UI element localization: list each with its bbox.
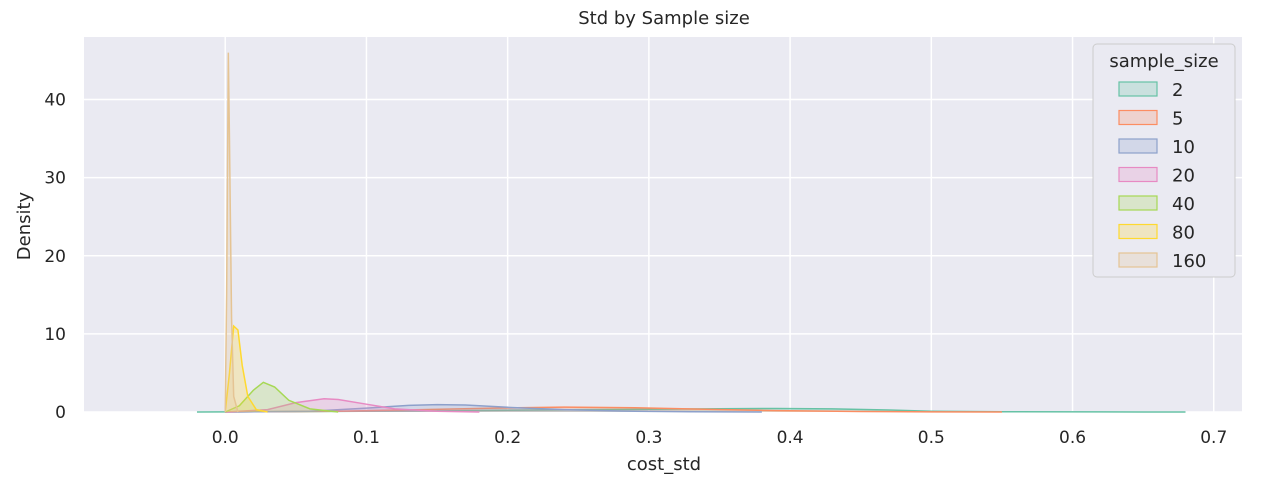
legend-label-5: 5 [1172,109,1183,130]
y-tick-label: 40 [44,91,66,111]
density-line-80 [224,324,268,413]
legend-label-2: 2 [1172,80,1183,101]
x-axis-label: cost_std [627,454,701,475]
legend-swatch-20 [1118,166,1158,183]
x-tick-label: 0.5 [918,428,945,448]
legend-label-20: 20 [1172,166,1195,187]
plot-background [84,37,1242,412]
chart-title: Std by Sample size [578,8,750,29]
density-line-5 [225,406,1002,413]
x-tick-label: 0.4 [777,428,804,448]
legend-swatch-2 [1118,81,1158,97]
legend-label-40: 40 [1172,194,1195,215]
density-line-20 [225,397,480,413]
y-tick-labels: 0 10 20 30 40 [44,91,66,424]
legend: sample_size 2 5 10 20 40 80 160 [1092,43,1236,278]
x-tick-label: 0.2 [494,428,521,448]
x-tick-label: 0.3 [635,428,662,448]
x-tick-labels: 0.0 0.1 0.2 0.3 0.4 0.5 0.6 0.7 [212,428,1228,448]
legend-swatch-80 [1118,223,1158,240]
y-tick-label: 0 [55,403,66,423]
y-axis-label: Density [14,191,35,260]
density-line-160 [224,52,239,413]
legend-box [1092,43,1236,278]
y-tick-label: 30 [44,169,66,189]
legend-swatch-10 [1118,138,1158,154]
x-tick-label: 0.1 [353,428,380,448]
density-line-40 [224,381,339,413]
legend-label-10: 10 [1172,137,1195,158]
density-area-10 [225,404,762,412]
legend-items: 2 5 10 20 40 80 160 [1118,80,1206,272]
legend-title: sample_size [1109,51,1218,72]
density-areas [196,52,1186,413]
legend-swatch-5 [1118,109,1158,126]
density-area-20 [225,398,480,412]
legend-swatch-40 [1118,195,1158,211]
density-area-80 [225,326,268,412]
x-tick-label: 0.0 [212,428,239,448]
y-tick-label: 10 [44,325,66,345]
x-tick-label: 0.6 [1059,428,1086,448]
legend-swatch-160 [1118,252,1158,268]
legend-label-80: 80 [1172,223,1195,244]
legend-label-160: 160 [1172,251,1206,272]
x-tick-label: 0.7 [1200,428,1227,448]
density-line-10 [225,403,762,413]
y-tick-label: 20 [44,247,66,267]
